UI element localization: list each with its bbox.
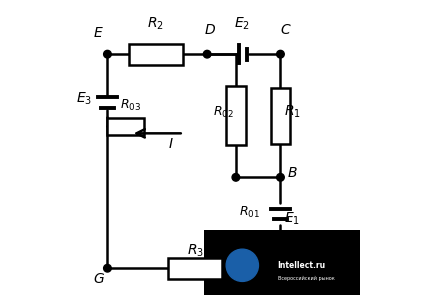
Bar	[129, 44, 183, 65]
Text: $E_3$: $E_3$	[76, 91, 92, 107]
Text: $D$: $D$	[204, 22, 216, 37]
Text: $R_{02}$: $R_{02}$	[213, 105, 234, 120]
Text: $R_2$: $R_2$	[147, 16, 164, 32]
Circle shape	[276, 173, 284, 181]
Text: $E$: $E$	[93, 25, 104, 40]
Text: $B$: $B$	[287, 166, 297, 180]
Circle shape	[232, 173, 240, 181]
Circle shape	[104, 264, 111, 272]
Text: $A$: $A$	[287, 257, 298, 271]
Text: $R_1$: $R_1$	[284, 104, 301, 120]
Text: $G$: $G$	[92, 272, 105, 286]
Text: Intellect.ru: Intellect.ru	[277, 261, 325, 270]
Circle shape	[104, 50, 111, 58]
Text: $C$: $C$	[280, 22, 292, 37]
Bar	[271, 88, 290, 144]
Text: $E_2$: $E_2$	[234, 16, 250, 32]
Text: $I$: $I$	[167, 137, 173, 151]
Text: Всероссийский рынок: Всероссийский рынок	[277, 276, 334, 281]
Text: $R_{01}$: $R_{01}$	[239, 205, 260, 220]
Text: $E_1$: $E_1$	[284, 211, 300, 227]
Circle shape	[203, 50, 211, 58]
Circle shape	[276, 264, 284, 272]
Circle shape	[226, 249, 259, 281]
Bar	[204, 230, 360, 295]
Text: $R_{03}$: $R_{03}$	[120, 97, 141, 112]
Bar	[168, 258, 222, 279]
Text: $R_3$: $R_3$	[187, 243, 204, 259]
Bar	[107, 118, 144, 134]
Bar	[226, 86, 245, 145]
Circle shape	[276, 50, 284, 58]
